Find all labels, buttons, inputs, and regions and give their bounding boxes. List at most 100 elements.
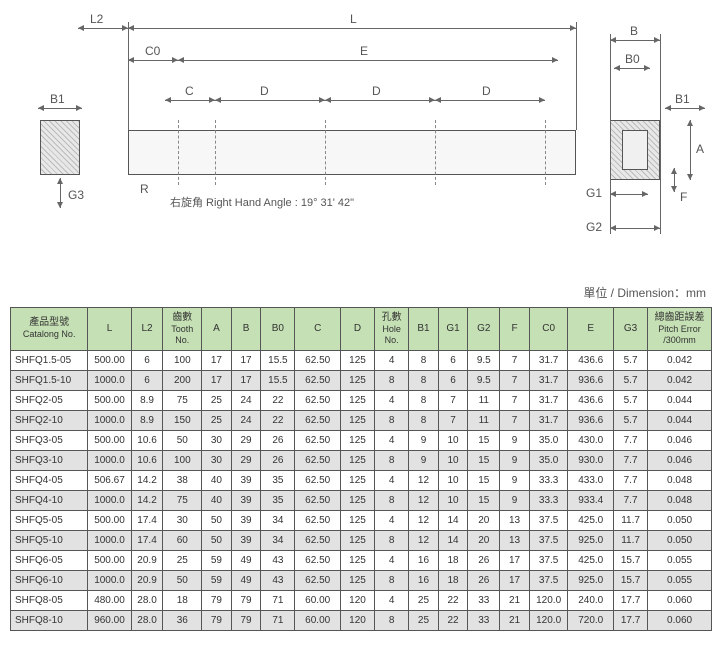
table-cell: 20.9 (131, 550, 163, 570)
table-cell: 960.00 (88, 610, 131, 630)
dim-line (325, 100, 435, 101)
dim-label-f: F (680, 190, 687, 204)
table-cell: 4 (375, 430, 409, 450)
table-cell: 21 (500, 590, 530, 610)
table-cell: 60 (163, 530, 202, 550)
table-cell: 8 (375, 530, 409, 550)
table-cell: 14 (438, 510, 468, 530)
table-cell: 0.050 (648, 530, 712, 550)
table-cell: SHFQ4-05 (11, 470, 88, 490)
table-cell: 71 (261, 590, 295, 610)
table-body: SHFQ1.5-05500.006100171715.562.501254869… (11, 350, 712, 630)
table-cell: 79 (231, 610, 261, 630)
table-cell: 0.060 (648, 610, 712, 630)
table-cell: 7.7 (614, 490, 648, 510)
table-cell: 720.0 (568, 610, 614, 630)
dim-label-c: C (185, 84, 194, 98)
dim-label-l: L (350, 12, 357, 26)
dim-line (38, 108, 82, 109)
table-cell: 79 (202, 610, 232, 630)
dim-line (78, 28, 128, 29)
table-row: SHFQ4-101000.014.27540393562.50125812101… (11, 490, 712, 510)
table-cell: 17.7 (614, 610, 648, 630)
table-cell: 125 (340, 470, 374, 490)
table-cell: 10 (438, 490, 468, 510)
table-cell: 120.0 (529, 610, 568, 630)
dim-line (215, 100, 325, 101)
table-cell: 16 (409, 570, 439, 590)
dim-label-b1: B1 (50, 92, 65, 106)
table-cell: 8 (409, 370, 439, 390)
table-row: SHFQ3-05500.0010.65030292662.50125491015… (11, 430, 712, 450)
table-cell: 4 (375, 510, 409, 530)
table-cell: 62.50 (295, 450, 341, 470)
table-header-cell: B (231, 308, 261, 351)
dash (178, 120, 179, 185)
table-cell: 150 (163, 410, 202, 430)
table-cell: SHFQ1.5-05 (11, 350, 88, 370)
table-cell: 75 (163, 390, 202, 410)
table-cell: 17.7 (614, 590, 648, 610)
table-cell: 60.00 (295, 610, 341, 630)
table-cell: 0.042 (648, 370, 712, 390)
table-cell: 936.6 (568, 410, 614, 430)
table-cell: 34 (261, 530, 295, 550)
table-header-cell: F (500, 308, 530, 351)
table-cell: 35.0 (529, 430, 568, 450)
table-cell: 39 (231, 510, 261, 530)
table-cell: 9 (500, 450, 530, 470)
table-header-cell: G1 (438, 308, 468, 351)
table-cell: 15.7 (614, 570, 648, 590)
dim-label-d: D (260, 84, 269, 98)
table-cell: 8 (409, 410, 439, 430)
dim-label-g1: G1 (586, 186, 602, 200)
table-cell: 4 (375, 390, 409, 410)
table-cell: 125 (340, 570, 374, 590)
table-cell: 17 (231, 350, 261, 370)
table-cell: 8 (375, 450, 409, 470)
table-cell: 125 (340, 490, 374, 510)
dash (215, 120, 216, 185)
part-rack (128, 130, 576, 175)
table-cell: 1000.0 (88, 410, 131, 430)
dim-line (610, 40, 660, 41)
table-cell: 0.046 (648, 450, 712, 470)
dash (545, 120, 546, 185)
table-cell: 12 (409, 470, 439, 490)
table-cell: 436.6 (568, 350, 614, 370)
table-cell: 9 (500, 430, 530, 450)
table-cell: 22 (438, 590, 468, 610)
table-cell: 39 (231, 490, 261, 510)
table-cell: 100 (163, 350, 202, 370)
table-cell: 0.042 (648, 350, 712, 370)
table-cell: 936.6 (568, 370, 614, 390)
table-cell: 11.7 (614, 510, 648, 530)
table-cell: 40 (202, 470, 232, 490)
table-row: SHFQ1.5-05500.006100171715.562.501254869… (11, 350, 712, 370)
table-header-cell: E (568, 308, 614, 351)
table-cell: 18 (438, 550, 468, 570)
table-cell: 43 (261, 570, 295, 590)
table-cell: 25 (202, 390, 232, 410)
table-cell: 15.5 (261, 370, 295, 390)
table-header-cell: D (340, 308, 374, 351)
table-cell: SHFQ5-05 (11, 510, 88, 530)
table-cell: 7 (438, 390, 468, 410)
table-cell: 5.7 (614, 350, 648, 370)
table-cell: 17 (202, 370, 232, 390)
spec-table: 產品型號Catalong No.LL2齒數Tooth No.ABB0CD孔數Ho… (10, 307, 712, 631)
table-cell: SHFQ3-10 (11, 450, 88, 470)
table-cell: 125 (340, 430, 374, 450)
angle-note: 右旋角 Right Hand Angle : 19° 31' 42" (170, 194, 354, 210)
table-cell: 62.50 (295, 530, 341, 550)
table-cell: 14 (438, 530, 468, 550)
table-cell: 62.50 (295, 430, 341, 450)
table-cell: 7 (500, 410, 530, 430)
table-cell: 480.00 (88, 590, 131, 610)
table-cell: 500.00 (88, 390, 131, 410)
table-cell: 433.0 (568, 470, 614, 490)
table-cell: SHFQ8-10 (11, 610, 88, 630)
table-cell: 33 (468, 610, 500, 630)
table-cell: 26 (261, 450, 295, 470)
table-cell: 0.055 (648, 550, 712, 570)
